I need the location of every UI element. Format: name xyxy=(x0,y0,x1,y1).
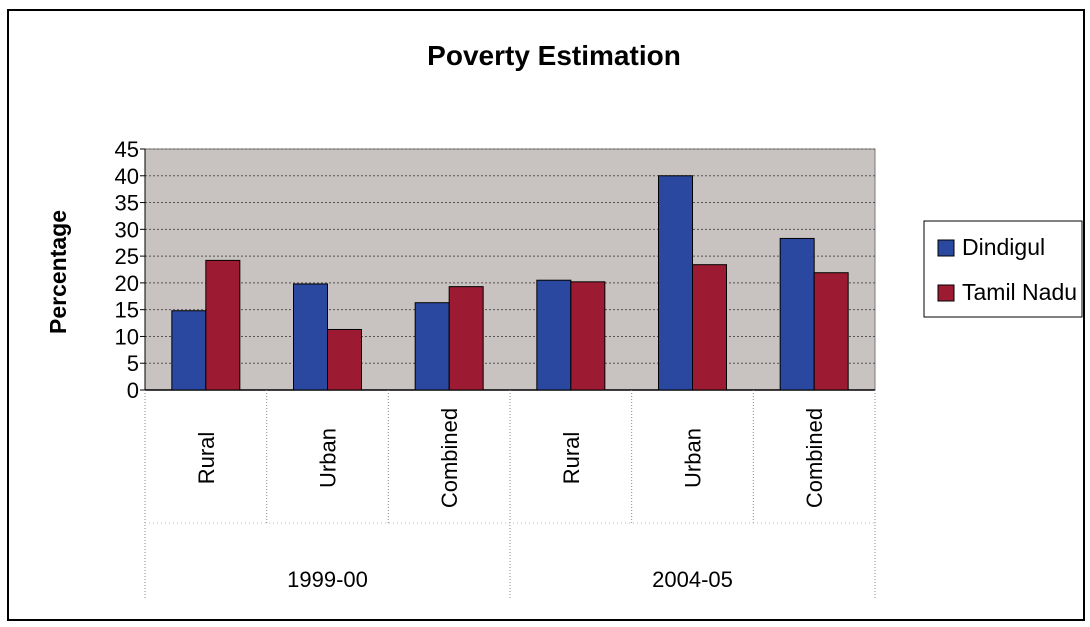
legend-label: Tamil Nadu xyxy=(962,279,1077,305)
bar-tamil-nadu xyxy=(692,264,727,391)
x-tick-label: Combined xyxy=(802,408,827,508)
x-tick-label: Urban xyxy=(316,428,341,488)
legend-label: Dindigul xyxy=(962,234,1045,260)
x-tick-label: Combined xyxy=(437,408,462,508)
legend-swatch xyxy=(937,239,955,257)
y-tick-label: 30 xyxy=(115,217,139,242)
bar-dindigul xyxy=(536,279,572,391)
legend-swatch xyxy=(937,284,955,302)
y-tick-label: 25 xyxy=(115,244,139,269)
x-tick-label: Rural xyxy=(194,432,219,485)
bar-tamil-nadu xyxy=(570,281,606,391)
x-group-label: 1999-00 xyxy=(287,567,368,592)
legend: Dindigul Tamil Nadu xyxy=(923,220,1083,318)
y-tick-label: 40 xyxy=(115,164,139,189)
y-tick-label: 5 xyxy=(127,351,139,376)
bar-tamil-nadu xyxy=(448,286,484,391)
bar-tamil-nadu xyxy=(205,259,241,391)
bar-dindigul xyxy=(171,310,207,391)
x-tick-label: Rural xyxy=(559,432,584,485)
bar-dindigul xyxy=(779,237,815,391)
bar-tamil-nadu xyxy=(813,272,849,391)
y-tick-label: 20 xyxy=(115,271,139,296)
bar-dindigul xyxy=(293,283,328,391)
bar-dindigul xyxy=(658,175,693,391)
plot-background xyxy=(144,148,876,391)
y-tick-label: 0 xyxy=(127,378,139,403)
x-group-label: 2004-05 xyxy=(652,567,733,592)
chart-title: Poverty Estimation xyxy=(427,40,681,71)
x-tick-label: Urban xyxy=(681,428,706,488)
y-tick-label: 35 xyxy=(115,191,139,216)
bar-dindigul xyxy=(414,302,450,391)
bar-tamil-nadu xyxy=(327,328,362,391)
y-tick-label: 15 xyxy=(115,298,139,323)
y-tick-label: 45 xyxy=(115,137,139,162)
y-axis-label: Percentage xyxy=(45,210,71,334)
y-tick-label: 10 xyxy=(115,324,139,349)
